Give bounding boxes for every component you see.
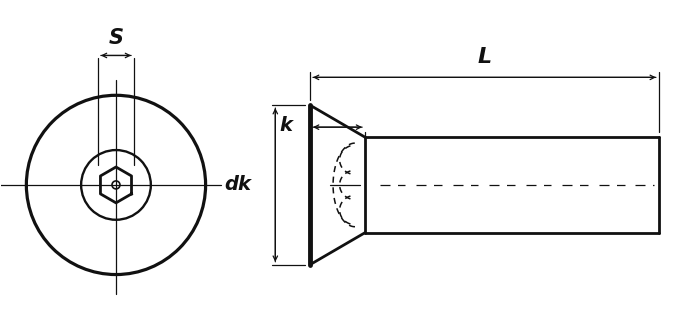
Text: dk: dk: [225, 175, 251, 195]
Text: k: k: [279, 116, 292, 135]
Text: L: L: [477, 47, 491, 67]
Text: S: S: [108, 28, 123, 47]
